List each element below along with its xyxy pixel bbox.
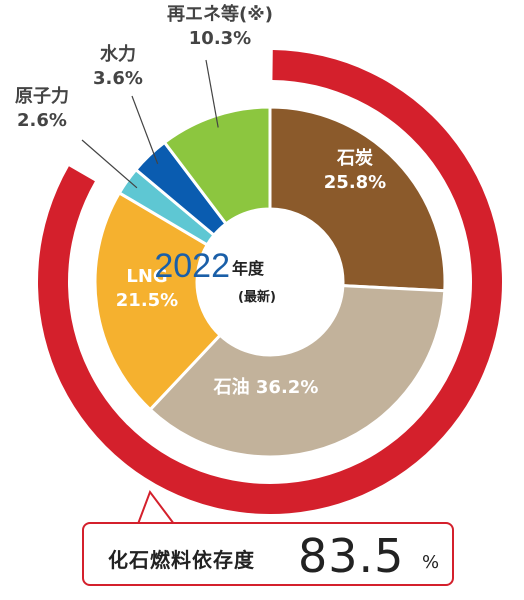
callout-pointer xyxy=(137,489,175,525)
donut-slices xyxy=(93,105,447,459)
fossil-dependency-unit: % xyxy=(422,552,440,573)
fossil-dependency-value: 83.5 xyxy=(298,529,405,583)
slice-label-1: 石油 36.2% xyxy=(213,376,319,398)
slice-label-2-value: 21.5% xyxy=(116,290,178,311)
leader-line-3 xyxy=(81,139,138,189)
slice-label-0-name: 石炭 xyxy=(336,147,373,169)
center-label: 2022 年度 (最新) xyxy=(154,247,276,305)
center-year-suffix: 年度 xyxy=(232,259,265,278)
slice-label-5-name: 再エネ等(※) xyxy=(167,3,273,25)
slice-2 xyxy=(93,190,223,412)
slice-1 xyxy=(148,284,447,459)
center-year: 2022 xyxy=(154,247,230,285)
center-note: (最新) xyxy=(238,289,276,305)
slice-label-0-value: 25.8% xyxy=(324,172,386,193)
slice-label-3-name: 原子力 xyxy=(15,86,69,107)
slice-label-4-name: 水力 xyxy=(100,43,136,65)
slice-label-3-value: 2.6% xyxy=(17,110,67,131)
fossil-dependency-label: 化石燃料依存度 xyxy=(108,548,255,572)
fossil-dependency-callout: 化石燃料依存度 83.5 % xyxy=(82,522,454,586)
slice-label-2-name: LNG xyxy=(126,266,167,287)
slice-label-4-value: 3.6% xyxy=(93,68,143,89)
slice-5 xyxy=(162,105,272,226)
leader-line-5 xyxy=(205,59,219,128)
leader-lines xyxy=(81,59,219,189)
slice-labels: 石炭 25.8% 石油 36.2% LNG 21.5% 原子力 2.6% 水力 3.6% 再エネ等… xyxy=(15,3,386,398)
slice-0 xyxy=(268,105,447,293)
slice-label-5-value: 10.3% xyxy=(189,28,251,49)
leader-line-4 xyxy=(131,95,159,165)
